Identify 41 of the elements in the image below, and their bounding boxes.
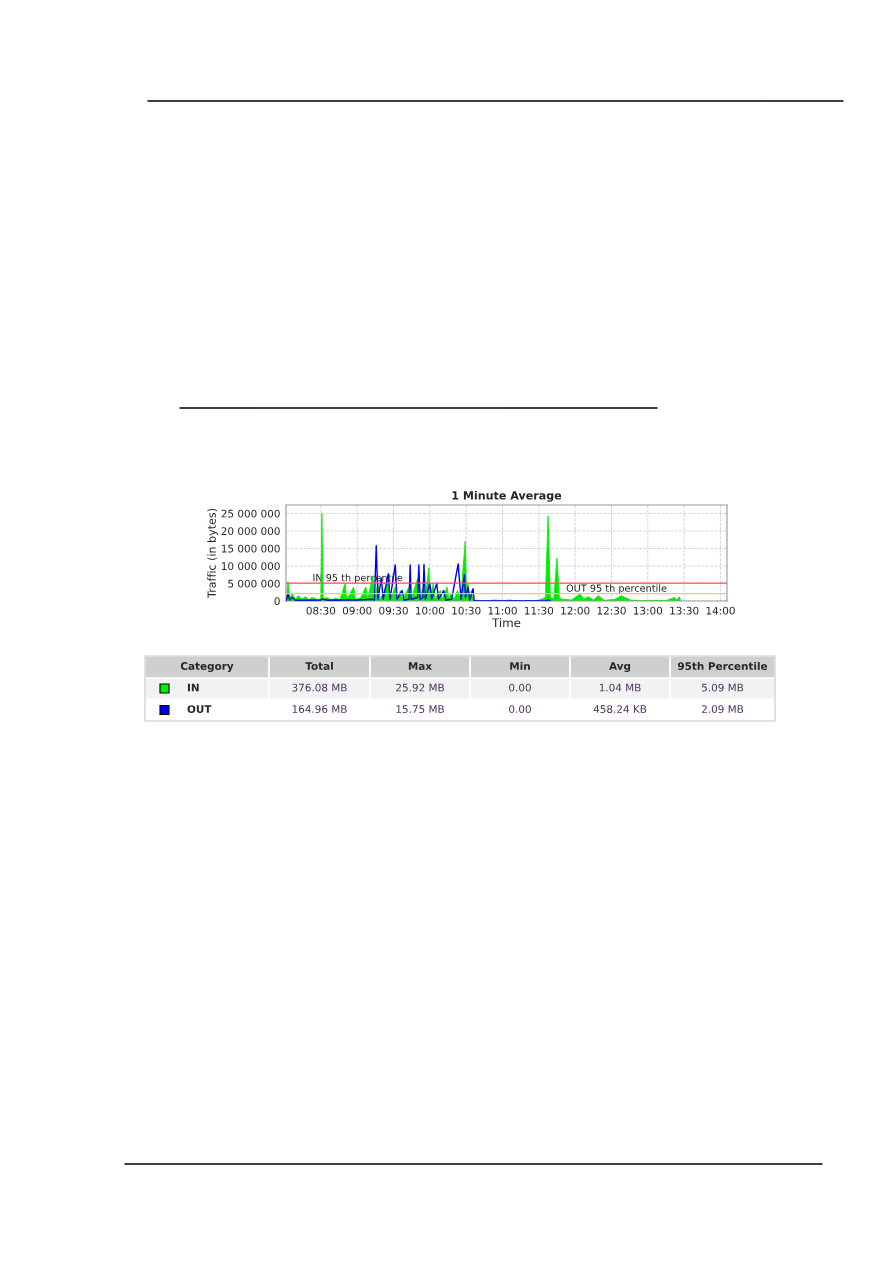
text: 15.75 MB <box>396 705 444 714</box>
text: 0.00 <box>509 705 531 714</box>
text: 376.08 MB <box>292 683 347 692</box>
y-axis-title: Traffic (in bytes) <box>207 508 219 599</box>
x-tick-label: 08:30 <box>306 606 336 615</box>
text: Avg <box>609 662 631 673</box>
ref-line-label: OUT 95 th percentile <box>566 584 667 594</box>
text: Max <box>408 662 432 671</box>
x-tick-label: 11:30 <box>524 606 554 615</box>
y-tick-label: 5 000 000 <box>228 579 280 588</box>
text: Min <box>510 661 530 670</box>
x-tick-label: 11:00 <box>488 606 517 615</box>
x-axis-title: Time <box>492 618 521 628</box>
text: 164.96 MB <box>292 705 347 714</box>
x-tick-label: 13:00 <box>633 606 663 615</box>
x-tick-label: 09:00 <box>342 606 372 615</box>
chart-title: 1 Minute Average <box>452 491 562 502</box>
x-tick-label: 12:00 <box>561 606 590 615</box>
text: 458.24 KB <box>593 705 647 714</box>
y-tick-label: 20 000 000 <box>221 527 280 536</box>
text: 5.09 MB <box>701 683 744 692</box>
text: 2.09 MB <box>701 705 744 714</box>
text: 1.04 MB <box>599 683 641 692</box>
x-tick-label: 10:30 <box>452 606 481 615</box>
y-tick-label: 10 000 000 <box>221 562 280 571</box>
text: 25.92 MB <box>396 683 444 692</box>
x-tick-label: 10:00 <box>415 606 445 615</box>
x-tick-label: 14:00 <box>706 606 735 615</box>
y-tick-label: 15 000 000 <box>221 544 280 553</box>
x-tick-label: 12:30 <box>597 606 626 615</box>
x-tick-label: 13:30 <box>670 606 699 615</box>
legend-label: OUT <box>187 705 212 714</box>
x-tick-label: 09:30 <box>379 606 408 615</box>
text: 0.00 <box>509 683 531 692</box>
y-tick-label: 25 000 000 <box>221 509 280 518</box>
line-series <box>286 544 552 601</box>
y-tick-label: 0 <box>274 597 280 606</box>
text: Category <box>180 662 234 673</box>
text: Total <box>305 661 333 671</box>
text: 95th Percentile <box>677 661 768 671</box>
legend-label: IN <box>187 683 199 692</box>
